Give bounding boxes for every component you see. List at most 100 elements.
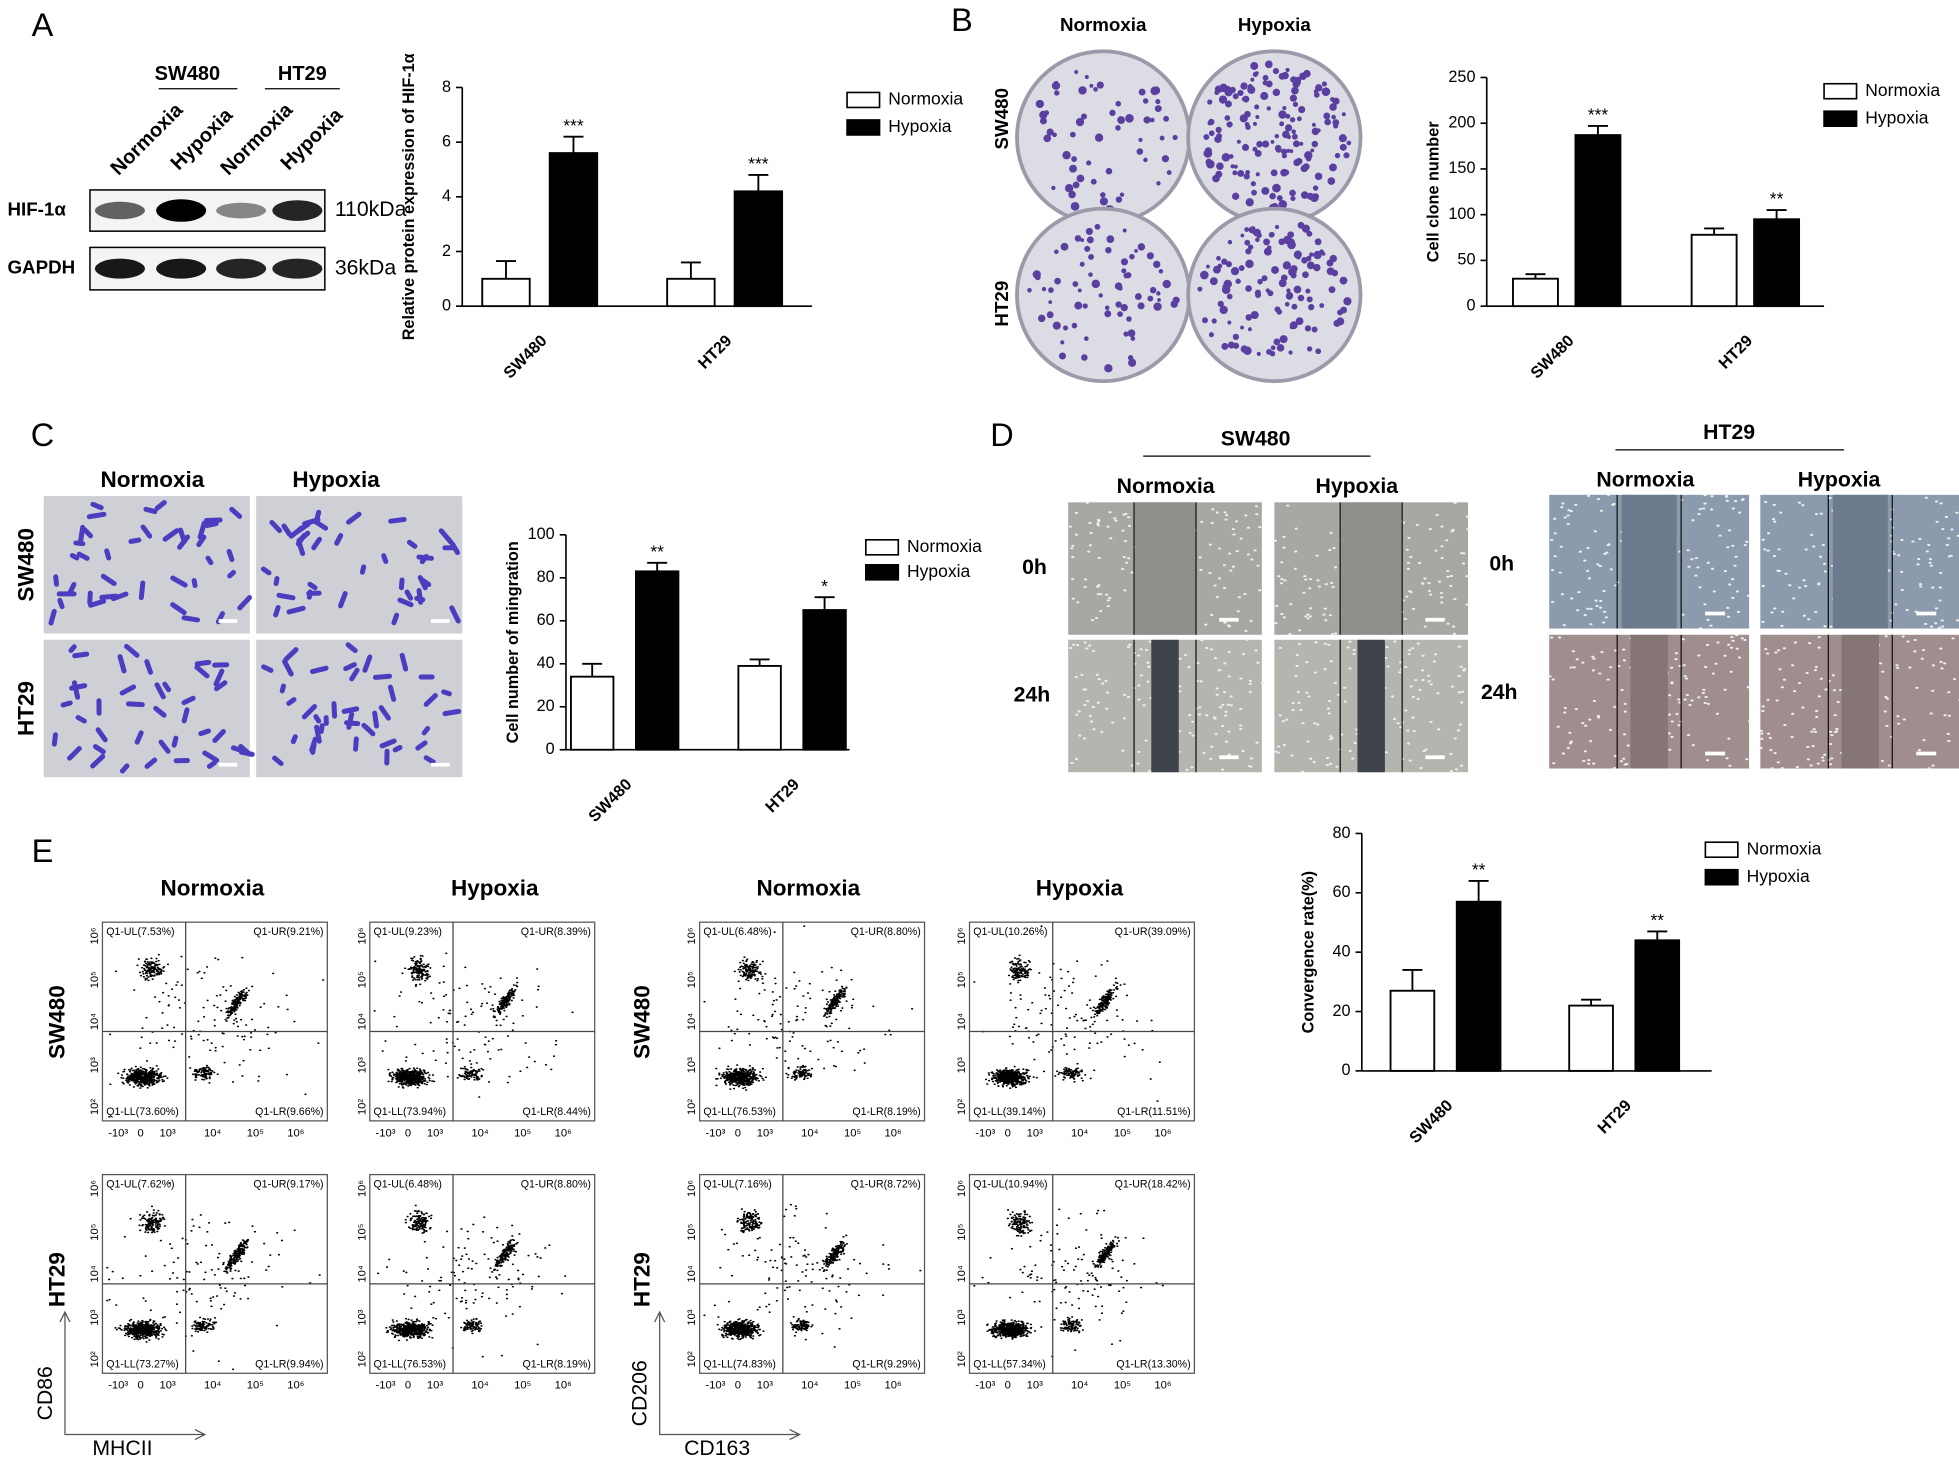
y-axis-title: Cell clone number (1425, 121, 1443, 262)
y-tick-label: 80 (537, 568, 555, 586)
events (973, 925, 1161, 1102)
events (108, 953, 325, 1118)
row-label: HT29 (991, 281, 1012, 327)
column-label: Hypoxia (1798, 468, 1881, 492)
flow-x-tick: 10⁶ (555, 1380, 572, 1392)
cells (1274, 639, 1467, 773)
quadrant-label: Q1-LL(57.34%) (973, 1358, 1046, 1370)
row-label: HT29 (45, 1252, 70, 1307)
axis-label: CD86 (33, 1366, 57, 1420)
legend-label: Normoxia (1865, 80, 1940, 100)
y-tick-label: 20 (1332, 1002, 1350, 1020)
quadrant-label: Q1-LL(73.27%) (106, 1358, 179, 1370)
significance: * (821, 576, 828, 596)
flow-x-tick: 10³ (757, 1127, 773, 1139)
wound-gap (1630, 634, 1668, 769)
flow-plot (968, 1173, 1196, 1374)
flow-x-tick: 10⁴ (471, 1380, 488, 1392)
flow-y-tick: 10⁴ (686, 1013, 698, 1030)
cells (51, 643, 255, 774)
flow-x-tick: 0 (405, 1127, 411, 1139)
row-label: SW480 (991, 88, 1012, 149)
flow-y-tick: 10⁶ (956, 1180, 968, 1197)
legend-swatch (846, 91, 881, 109)
flow-x-tick: 10³ (1027, 1380, 1043, 1392)
flow-x-tick: 10⁵ (1114, 1127, 1131, 1139)
flow-x-tick: 10⁴ (1071, 1380, 1088, 1392)
flow-x-tick: 10⁴ (471, 1127, 488, 1139)
bar (481, 277, 531, 308)
flow-x-tick: 10⁶ (1154, 1380, 1171, 1392)
panel-label: A (32, 7, 54, 43)
quadrant-label: Q1-UR(9.17%) (253, 1178, 323, 1190)
flow-y-tick: 10⁵ (956, 1224, 968, 1241)
flow-y-tick: 10² (956, 1099, 968, 1115)
column-label: Normoxia (1117, 474, 1215, 498)
flow-y-tick: 10² (356, 1351, 368, 1367)
quadrant-label: Q1-LR(11.51%) (1117, 1106, 1191, 1118)
flow-plot (369, 1173, 596, 1374)
band (272, 258, 323, 279)
quadrant-label: Q1-LR(8.44%) (523, 1106, 591, 1118)
flow-x-tick: 10⁶ (555, 1127, 572, 1139)
flow-x-tick: -10³ (705, 1380, 725, 1392)
wound-gap (1621, 494, 1677, 629)
flow-x-tick: 10⁵ (844, 1380, 861, 1392)
flow-x-tick: -10³ (975, 1380, 995, 1392)
column-label: Hypoxia (1238, 14, 1311, 35)
cells (261, 642, 462, 766)
flow-x-tick: 10⁴ (204, 1127, 221, 1139)
legend-label: Normoxia (907, 536, 982, 556)
flow-x-tick: 0 (138, 1380, 144, 1392)
bar (1389, 989, 1436, 1072)
quadrant-label: Q1-UL(9.23%) (374, 926, 442, 938)
significance: ** (650, 541, 664, 561)
axis-label: CD206 (628, 1360, 652, 1426)
quadrant-label: Q1-UL(7.16%) (703, 1178, 771, 1190)
legend-swatch (1704, 868, 1739, 886)
panel-label: D (990, 417, 1013, 453)
quadrant-label: Q1-UR(18.42%) (1115, 1178, 1191, 1190)
quadrant-label: Q1-LL(74.83%) (703, 1358, 776, 1370)
band (216, 258, 267, 279)
wound-gap (1341, 502, 1402, 635)
row-label: SW480 (45, 985, 70, 1059)
flow-x-tick: -10³ (376, 1127, 396, 1139)
flow-y-tick: 10⁶ (956, 928, 968, 945)
quadrant-label: Q1-LR(8.19%) (852, 1106, 920, 1118)
events (973, 1208, 1164, 1358)
band (156, 258, 207, 279)
y-axis-title: Relative protein expression of HIF-1α (400, 53, 418, 340)
quadrant-label: Q1-LL(73.60%) (106, 1106, 179, 1118)
axis-arrow (59, 1310, 207, 1441)
y-tick-label: 0 (442, 296, 451, 314)
colonies (1197, 221, 1352, 357)
y-tick-label: 20 (537, 697, 555, 715)
quadrant-label: Q1-UR(8.80%) (521, 1178, 591, 1190)
events (703, 925, 914, 1091)
flow-y-tick: 10² (686, 1099, 698, 1115)
quadrant-label: Q1-LR(9.94%) (255, 1358, 323, 1370)
y-tick-label: 0 (1342, 1061, 1351, 1079)
flow-x-tick: 10³ (160, 1127, 176, 1139)
cells (48, 500, 252, 626)
flow-x-tick: 10³ (427, 1380, 443, 1392)
flow-x-tick: -10³ (975, 1127, 995, 1139)
y-tick-label: 4 (442, 187, 451, 205)
band (216, 202, 267, 219)
flow-y-tick: 10³ (89, 1309, 101, 1325)
quadrant-label: Q1-UL(10.94%) (973, 1178, 1047, 1190)
column-label: Hypoxia (451, 876, 539, 901)
micrograph (256, 639, 463, 778)
flow-x-tick: -10³ (108, 1380, 128, 1392)
x-tick-label: HT29 (1594, 1097, 1635, 1138)
flow-plot (699, 1173, 926, 1374)
flow-x-tick: 10³ (757, 1380, 773, 1392)
quadrant-label: Q1-LR(9.66%) (255, 1106, 323, 1118)
flow-x-tick: 10⁴ (801, 1127, 818, 1139)
y-tick-label: 40 (1332, 942, 1350, 960)
significance: ** (1472, 860, 1486, 880)
quadrant-label: Q1-UR(9.21%) (253, 926, 323, 938)
flow-plot (699, 921, 926, 1122)
flow-x-tick: 0 (735, 1380, 741, 1392)
